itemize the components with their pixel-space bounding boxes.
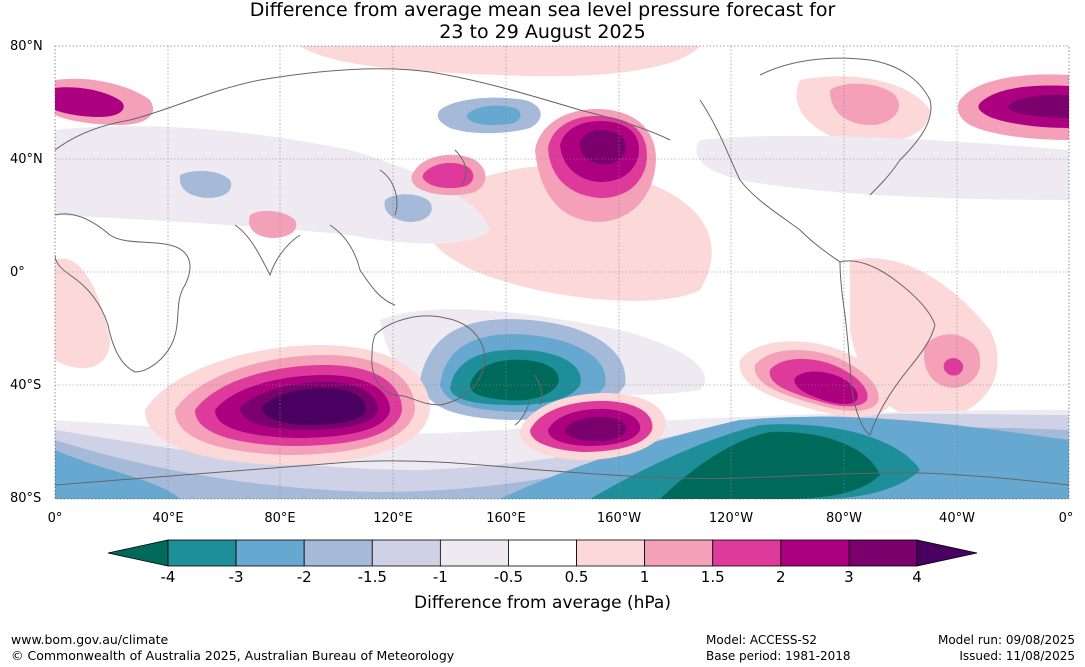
colorbar-tick-label: 1 (639, 568, 650, 586)
arctic-positive-zone (300, 46, 700, 77)
antarctica-coastline (55, 460, 1069, 486)
colorbar-tick-label: 3 (844, 568, 854, 586)
china-low (384, 194, 432, 222)
africa-coastline (55, 213, 191, 373)
eurasia-coastline (55, 68, 671, 151)
europe-high-core (55, 87, 124, 117)
colorbar-tick-label: -0.5 (493, 568, 524, 586)
colorbar-segment (780, 539, 850, 567)
lat-label-40s: 40°S (10, 378, 42, 393)
north-pacific-negative-zone (696, 135, 1069, 200)
colorbar-tick-label: 1.5 (700, 568, 725, 586)
japan-coastline (454, 149, 467, 186)
tasman-low-core (470, 359, 559, 401)
north-pacific-high-core (579, 130, 626, 165)
colorbar-segment (235, 539, 305, 567)
india-coastline (234, 224, 301, 277)
lon-label-120w: 120°W (708, 511, 754, 526)
map-title-line2: 23 to 29 August 2025 (439, 21, 646, 43)
colorbar (107, 539, 978, 567)
lon-label-40e: 40°E (152, 511, 184, 526)
lat-label-40n: 40°N (10, 152, 43, 167)
siberia-low-core (466, 105, 521, 126)
colorbar-tick-label: -3 (228, 568, 244, 586)
lon-label-80w: 80°W (826, 511, 862, 526)
colorbar-title: Difference from average (hPa) (414, 593, 671, 613)
colorbar-tick-label: -1 (432, 568, 448, 586)
colorbar-segment (712, 539, 782, 567)
new-zealand-coastline (514, 374, 543, 426)
colorbar-tick-label: -4 (160, 568, 176, 586)
graticule (55, 46, 1069, 499)
south-america-coastline (839, 260, 936, 436)
lon-label-0-east: 0° (1058, 511, 1074, 526)
colorbar-segment (508, 539, 577, 567)
colorbar-tick-label: 0.5 (564, 568, 589, 586)
lon-label-40w: 40°W (939, 511, 975, 526)
footer-model: Model: ACCESS-S2 (706, 633, 818, 647)
lon-label-120e: 120°E (373, 511, 413, 526)
south-atlantic-high-core (943, 358, 964, 376)
north-america-coastline (699, 57, 932, 263)
lat-label-0: 0° (10, 265, 25, 280)
colorbar-extend-high (916, 539, 978, 567)
colorbar-segment (576, 539, 646, 567)
coastlines (55, 57, 1069, 486)
indian-ocean-high-core (262, 388, 366, 425)
southern-ocean-low-core (660, 431, 880, 499)
colorbar-tick-label: 4 (912, 568, 922, 586)
lon-label-160e: 160°E (486, 511, 526, 526)
southern-ocean-low-band-3 (55, 450, 180, 499)
footer-model-run: Model run: 09/08/2025 (937, 633, 1075, 647)
colorbar-segment (167, 539, 237, 567)
colorbar-segment (644, 539, 714, 567)
lon-label-0: 0° (47, 511, 63, 526)
map-frame (54, 45, 1070, 500)
arabia-high (249, 210, 297, 238)
colorbar-segment (371, 539, 441, 567)
footer-issued: Issued: 11/08/2025 (959, 649, 1075, 663)
se-asia-coastline (329, 169, 398, 306)
colorbar-segment (439, 539, 509, 567)
greenland-high (830, 83, 899, 126)
colorbar-extend-low (107, 539, 169, 567)
footer-base-period: Base period: 1981-2018 (706, 649, 851, 663)
north-atlantic-high-core (1007, 94, 1069, 118)
eurasia-negative-zone (55, 126, 490, 244)
se-pacific-high-core (794, 371, 858, 405)
pressure-anomaly-map (55, 46, 1069, 499)
japan-high-core (422, 162, 474, 189)
lon-label-80e: 80°E (264, 511, 296, 526)
colorbar-tick-label: 2 (776, 568, 786, 586)
colorbar-segment (303, 539, 373, 567)
south-pacific-high-core (565, 416, 627, 442)
australia-coastline (371, 315, 486, 406)
colorbar-tick-label: -2 (296, 568, 312, 586)
lat-label-80n: 80°N (10, 39, 43, 54)
lon-label-160w: 160°W (596, 511, 642, 526)
lat-label-80s: 80°S (10, 491, 42, 506)
colorbar-segment (848, 539, 918, 567)
footer-url[interactable]: www.bom.gov.au/climate (11, 632, 169, 647)
footer-copyright: © Commonwealth of Australia 2025, Austra… (11, 648, 455, 663)
map-title-line1: Difference from average mean sea level p… (249, 0, 836, 21)
central-asia-low (179, 170, 232, 198)
africa-positive-zone (55, 258, 110, 369)
colorbar-tick-label: -1.5 (357, 568, 387, 586)
